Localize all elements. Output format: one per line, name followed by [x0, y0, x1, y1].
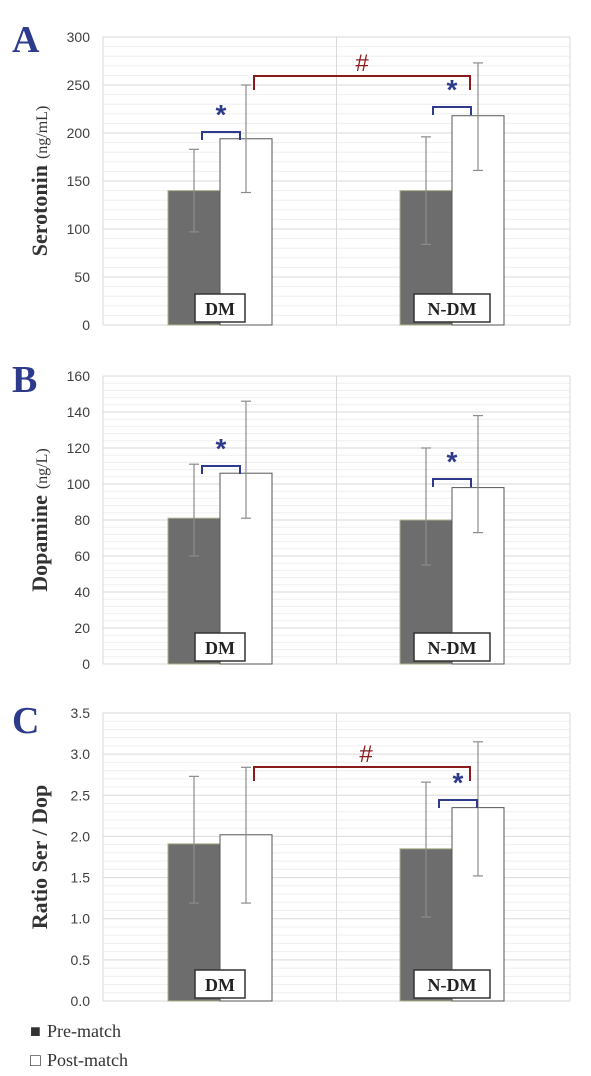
significance-bracket — [432, 106, 472, 115]
legend: ■ Pre-match □ Post-match — [30, 1021, 128, 1070]
chart-panel-c: 0.0 0.5 1.0 1.5 2.0 2.5 3.0 3.5 C Ratio Ser / Dop… — [12, 700, 571, 1009]
panel-letter: B — [12, 359, 37, 401]
y-tick-label: 100 — [67, 221, 91, 237]
hash-mark: # — [355, 50, 369, 77]
legend-item-post: □ Post-match — [30, 1050, 128, 1070]
group-label-box — [194, 293, 246, 323]
y-axis-label-main: Ratio Ser / Dop — [27, 785, 52, 929]
significance-star: * — [447, 446, 458, 477]
group-label-box — [413, 293, 491, 323]
legend-marker-pre: ■ — [30, 1021, 41, 1041]
significance-star: * — [453, 767, 464, 798]
y-tick-label: 100 — [67, 476, 91, 492]
group-label-box — [194, 632, 246, 662]
y-tick-label: 80 — [74, 512, 90, 528]
significance-star: * — [216, 99, 227, 130]
group-label: N-DM — [428, 975, 477, 995]
y-axis-label-main: Dopamine — [27, 495, 52, 592]
y-tick-label: 250 — [67, 77, 91, 93]
y-tick-label: 0.0 — [71, 993, 91, 1009]
significance-bracket — [201, 131, 241, 140]
legend-item-pre: ■ Pre-match — [30, 1021, 121, 1041]
legend-label-post: Post-match — [47, 1050, 128, 1070]
y-axis-label: Dopamine (ng/L) — [27, 448, 52, 591]
group-label: DM — [205, 975, 235, 995]
y-tick-label: 60 — [74, 548, 90, 564]
y-tick-label: 20 — [74, 620, 90, 636]
group-label: N-DM — [428, 299, 477, 319]
y-tick-label: 1.0 — [71, 911, 91, 927]
group-label-box — [413, 632, 491, 662]
panel-letter: A — [12, 19, 40, 61]
y-axis-label: Ratio Ser / Dop — [27, 785, 52, 929]
panel-letter: C — [12, 700, 39, 742]
y-axis-label: Serotonin (ng/mL) — [27, 106, 52, 257]
y-tick-label: 120 — [67, 440, 91, 456]
chart-panel-b: 0 20 40 60 80 100 120 140 160 B Dopamine (ng/L) DM * N… — [12, 359, 571, 672]
hash-bracket — [253, 766, 471, 781]
y-tick-label: 2.5 — [71, 787, 91, 803]
significance-star: * — [216, 433, 227, 464]
chart-panel-a: 0 50 100 150 200 250 300 A Serotonin (ng/mL) DM * N-… — [12, 19, 571, 333]
y-tick-label: 2.0 — [71, 828, 91, 844]
vertical-gridlines — [102, 713, 571, 1001]
significance-bracket — [438, 799, 478, 808]
y-tick-label: 0 — [82, 656, 90, 672]
group-label-box — [194, 969, 246, 999]
y-axis-label-unit: (ng/mL) — [34, 106, 51, 159]
y-tick-label: 140 — [67, 404, 91, 420]
y-tick-label: 0 — [82, 317, 90, 333]
y-tick-label: 150 — [67, 173, 91, 189]
y-axis-label-main: Serotonin — [27, 165, 52, 256]
group-label: N-DM — [428, 638, 477, 658]
y-tick-label: 40 — [74, 584, 90, 600]
legend-label-pre: Pre-match — [47, 1021, 121, 1041]
significance-bracket — [201, 465, 241, 474]
hash-bracket — [253, 75, 471, 90]
significance-bracket — [432, 478, 472, 487]
group-label: DM — [205, 299, 235, 319]
group-label-box — [413, 969, 491, 999]
significance-star: * — [447, 74, 458, 105]
y-axis-label-unit: (ng/L) — [34, 448, 51, 489]
group-label: DM — [205, 638, 235, 658]
y-tick-label: 3.0 — [71, 746, 91, 762]
y-tick-label: 300 — [67, 29, 91, 45]
y-tick-label: 3.5 — [71, 705, 91, 721]
y-tick-label: 200 — [67, 125, 91, 141]
y-tick-label: 1.5 — [71, 870, 91, 886]
y-tick-label: 0.5 — [71, 952, 91, 968]
hash-mark: # — [359, 741, 373, 768]
legend-marker-post: □ — [30, 1050, 41, 1070]
y-tick-label: 50 — [74, 269, 90, 285]
y-tick-label: 160 — [67, 368, 91, 384]
